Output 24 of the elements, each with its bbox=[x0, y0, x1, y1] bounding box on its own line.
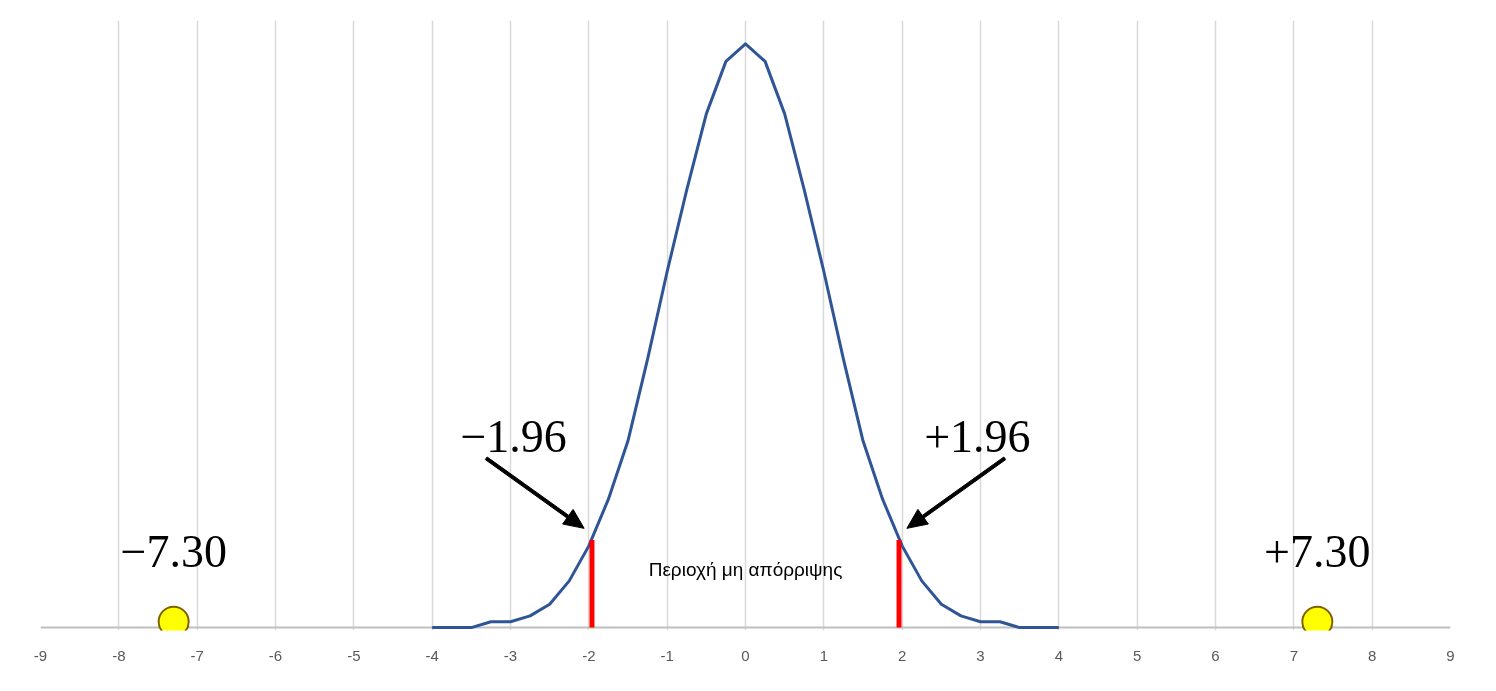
x-tick-label: 4 bbox=[1054, 646, 1064, 664]
annotation: +1.96 bbox=[924, 411, 1031, 463]
x-tick-label: 0 bbox=[741, 646, 750, 664]
x-tick-label: 8 bbox=[1368, 646, 1377, 664]
x-tick-label: -6 bbox=[268, 646, 283, 664]
x-tick-label: -5 bbox=[347, 646, 361, 664]
annotation: +7.30 bbox=[1264, 525, 1371, 577]
x-tick-label: 2 bbox=[898, 646, 907, 664]
x-tick-label: -7 bbox=[190, 646, 204, 664]
annotation: −1.96 bbox=[460, 411, 567, 463]
annotation: −7.30 bbox=[120, 525, 227, 577]
x-tick-label: 9 bbox=[1446, 646, 1455, 664]
annotation: Περιοχή μη απόρριψης bbox=[648, 559, 843, 581]
x-tick-label: 1 bbox=[819, 646, 829, 664]
x-tick-label: 6 bbox=[1211, 646, 1220, 664]
x-tick-label: -2 bbox=[582, 646, 596, 664]
x-tick-label: -9 bbox=[33, 646, 48, 664]
x-tick-label: -3 bbox=[503, 646, 518, 664]
x-tick-label: 5 bbox=[1133, 646, 1142, 664]
x-tick-label: -8 bbox=[112, 646, 126, 664]
x-tick-label: 7 bbox=[1289, 646, 1299, 664]
x-tick-label: -1 bbox=[660, 646, 674, 664]
x-tick-label: 3 bbox=[976, 646, 985, 664]
x-tick-label: -4 bbox=[425, 646, 439, 664]
